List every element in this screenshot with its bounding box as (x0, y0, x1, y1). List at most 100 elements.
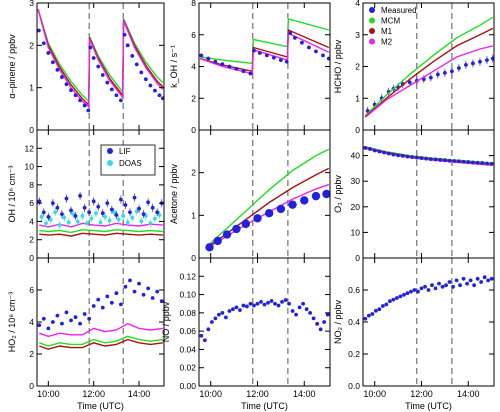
series-measured-point (155, 289, 160, 294)
series-measured-point (322, 189, 330, 199)
series-measured-point (384, 302, 389, 307)
series-measured-point (414, 155, 419, 160)
series-mcm-line (200, 17, 329, 65)
series-measured-point (109, 87, 114, 92)
legend-label: M1 (381, 27, 393, 36)
series-measured-point (86, 108, 91, 113)
series-measured-point (490, 56, 494, 61)
series-measured-point (419, 156, 424, 161)
series-measured-point (155, 210, 160, 215)
series-m2-line (364, 147, 493, 166)
series-measured-point (141, 212, 146, 217)
series-measured-point (396, 153, 400, 158)
series-mcm-line (39, 228, 163, 234)
series-measured-point (409, 289, 413, 294)
series-measured-point (458, 283, 462, 288)
y-axis-title: Acetone / ppbv (169, 163, 179, 224)
series-measured-point (60, 212, 64, 217)
series-measured-point (41, 41, 46, 46)
series-measured-point (91, 56, 96, 60)
series-m2-line (39, 222, 163, 228)
y-tick-label: 4 (29, 216, 34, 226)
series-measured-point (159, 299, 164, 304)
series-measured-point (391, 152, 396, 157)
series-measured-point (271, 55, 276, 60)
series-measured-point (382, 150, 386, 155)
series-doas-point (66, 220, 71, 225)
series-measured-point (426, 288, 431, 292)
y-tick-label: 2 (191, 93, 196, 103)
y-tick-label: 8 (29, 180, 34, 190)
series-measured-point (96, 204, 101, 209)
series-measured-point (433, 286, 438, 291)
series-doas-point (62, 215, 67, 220)
series-measured-point (64, 82, 69, 87)
series-measured-point (114, 213, 119, 217)
y-axis-title: HCHO / ppbv (333, 39, 343, 93)
series-measured-point (304, 307, 309, 312)
series-measured-point (472, 283, 477, 288)
plot-area (37, 278, 164, 350)
y-tick-label: 0.12 (179, 271, 196, 281)
series-doas-point (139, 219, 144, 224)
series-measured-point (227, 64, 232, 69)
series-measured-point (428, 75, 433, 80)
series-measured-point (220, 310, 225, 315)
series-measured-point (114, 291, 119, 296)
series-doas-point (98, 220, 103, 225)
series-measured-point (137, 206, 141, 211)
series-measured-point (100, 73, 105, 77)
series-doas-point (153, 216, 157, 221)
series-measured-point (87, 210, 92, 215)
series-doas-point (89, 216, 94, 221)
series-measured-point (205, 243, 214, 252)
plot-area (363, 275, 494, 321)
series-measured-point (405, 154, 410, 159)
series-measured-point (139, 70, 144, 75)
series-m2-line (364, 45, 493, 118)
series-measured-point (64, 196, 69, 201)
series-measured-point (269, 299, 274, 303)
series-measured-point (377, 307, 382, 312)
series-measured-point (141, 292, 146, 297)
series-measured-point (69, 88, 73, 93)
series-m2-line (39, 322, 163, 338)
series-measured-point (416, 289, 420, 294)
series-measured-point (262, 302, 267, 307)
series-measured-point (125, 43, 130, 48)
x-tick-label: 14:00 (293, 389, 316, 399)
series-doas-point (157, 213, 162, 217)
plot-area (37, 9, 164, 113)
series-measured-point (238, 308, 242, 313)
series-measured-point (224, 315, 228, 320)
series-measured-point (363, 146, 368, 150)
series-measured-point (105, 201, 110, 206)
y-axis-title: NO / ppbv (161, 301, 171, 342)
series-doas-point (53, 210, 58, 215)
axes-frame (362, 129, 495, 259)
legend-marker (107, 148, 113, 154)
series-measured-point (209, 320, 214, 324)
y-tick-label: 8 (191, 0, 196, 8)
series-measured-point (96, 64, 101, 69)
series-measured-point (452, 159, 457, 163)
series-measured-point (91, 304, 96, 308)
series-doas-point (121, 214, 126, 218)
series-measured-point (435, 72, 440, 77)
plot-area (199, 298, 330, 343)
series-m2-line (37, 9, 164, 109)
legend-label: DOAS (119, 159, 142, 168)
series-doas-point (112, 210, 117, 215)
series-measured-point (293, 36, 297, 40)
series-measured-point (464, 63, 468, 67)
panel-alpha-pinene: 0 1 2 3 α–pinene / ppbv (7, 0, 165, 135)
series-measured-point (241, 69, 246, 74)
series-doas-point (148, 221, 153, 226)
series-measured-point (82, 103, 87, 108)
series-doas-point (107, 218, 112, 223)
series-measured-point (248, 301, 253, 306)
series-measured-point (252, 303, 256, 308)
y-tick-label: 6 (29, 285, 34, 295)
series-measured-point (363, 316, 368, 321)
series-measured-point (119, 302, 123, 307)
